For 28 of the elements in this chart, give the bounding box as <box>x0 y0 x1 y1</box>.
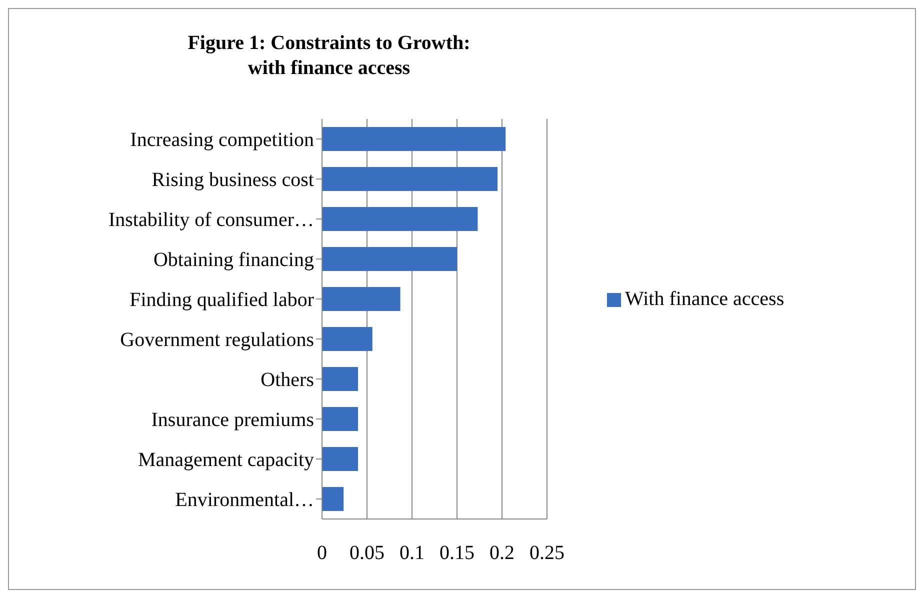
y-tick-label: Obtaining financing <box>153 249 314 272</box>
y-tick-label: Increasing competition <box>130 129 314 152</box>
y-tick-label: Instability of consumer… <box>108 209 314 232</box>
y-tick-label: Others <box>260 369 314 392</box>
bar <box>322 327 372 351</box>
bar <box>322 367 358 391</box>
bar <box>322 487 344 511</box>
bar <box>322 167 498 191</box>
y-tick-label: Insurance premiums <box>151 409 314 432</box>
x-tick-label: 0.05 <box>350 542 384 564</box>
x-tick-label: 0 <box>317 542 327 564</box>
bar <box>322 407 358 431</box>
y-tick-label: Management capacity <box>138 449 314 472</box>
bar <box>322 287 400 311</box>
y-tick-label: Environmental… <box>175 489 314 512</box>
x-tick-label: 0.1 <box>400 542 424 564</box>
bar <box>322 207 478 231</box>
y-tick-label: Finding qualified labor <box>130 289 314 312</box>
chart-title: Figure 1: Constraints to Growth: with finance access <box>186 31 472 81</box>
x-tick-label: 0.25 <box>530 542 564 564</box>
bar <box>322 127 506 151</box>
bar <box>322 447 358 471</box>
x-tick-label: 0.2 <box>490 542 514 564</box>
bar <box>322 247 457 271</box>
legend-label: With finance access <box>625 288 784 310</box>
y-tick-label: Rising business cost <box>152 169 314 192</box>
x-tick-label: 0.15 <box>440 542 474 564</box>
y-tick-label: Government regulations <box>120 329 314 352</box>
